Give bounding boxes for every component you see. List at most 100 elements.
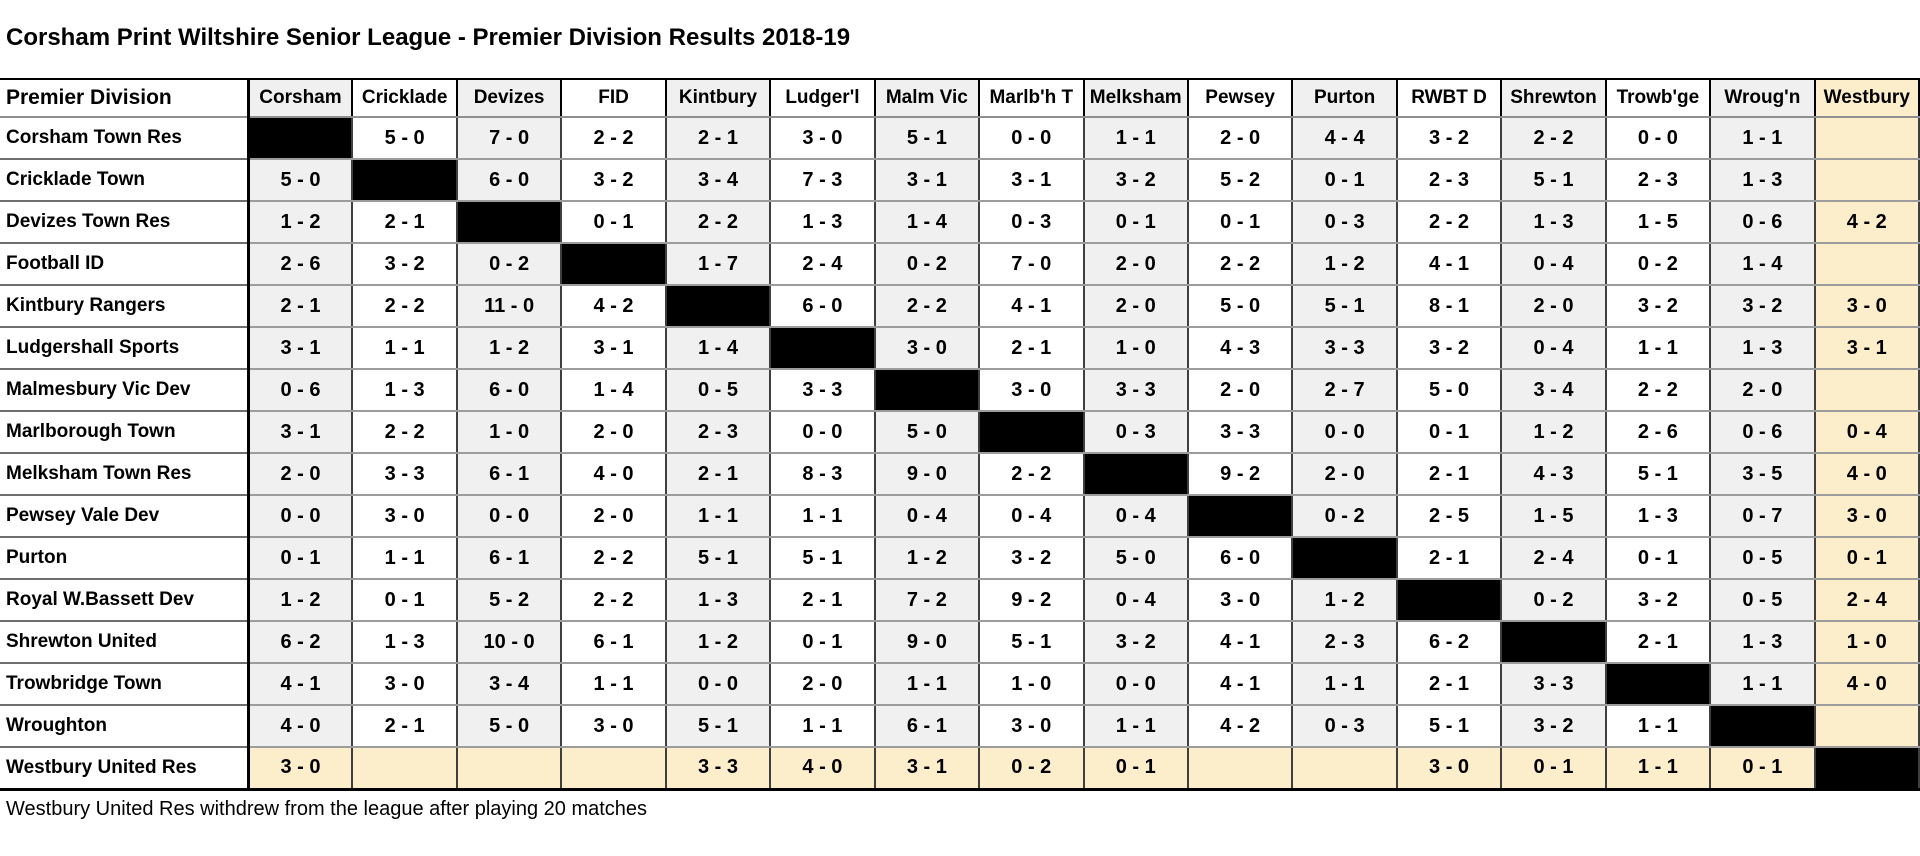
- score-cell: 2 - 6: [1604, 410, 1712, 454]
- score-cell: 2 - 3: [664, 410, 772, 454]
- diagonal-cell: [978, 410, 1085, 454]
- table-body: Corsham Town Res 5 - 0 7 - 0 2 - 2 2 - 1 3 - …: [0, 116, 1920, 791]
- score-cell: 2 - 7: [1291, 368, 1398, 412]
- column-header-devizes: Devizes: [455, 78, 563, 118]
- score-cell: 7 - 0: [978, 242, 1085, 286]
- score-cell: 0 - 4: [873, 494, 981, 538]
- score-cell: 2 - 0: [560, 494, 667, 538]
- score-cell: 3 - 0: [1186, 578, 1294, 622]
- score-cell: 2 - 0: [769, 662, 876, 706]
- score-cell: 9 - 2: [978, 578, 1085, 622]
- score-cell: 0 - 1: [1395, 410, 1503, 454]
- score-cell: 2 - 1: [1395, 452, 1503, 496]
- score-cell: 3 - 1: [246, 326, 354, 370]
- score-cell: 3 - 0: [1395, 746, 1503, 791]
- score-cell: 6 - 0: [455, 158, 563, 202]
- score-cell: 0 - 6: [246, 368, 354, 412]
- score-cell: 0 - 1: [1709, 746, 1816, 791]
- empty-cell: [1186, 746, 1294, 791]
- score-cell: 3 - 5: [1709, 452, 1816, 496]
- score-cell: 0 - 0: [455, 494, 563, 538]
- diagonal-cell: [1291, 536, 1398, 580]
- score-cell: 2 - 3: [1395, 158, 1503, 202]
- score-cell: 5 - 1: [1604, 452, 1712, 496]
- column-header-melksham: Melksham: [1082, 78, 1189, 118]
- score-cell: 1 - 0: [455, 410, 563, 454]
- score-cell: 0 - 5: [1709, 578, 1816, 622]
- score-cell: 5 - 2: [455, 578, 563, 622]
- row-label-malmesbury-vic-dev: Malmesbury Vic Dev: [0, 368, 250, 412]
- score-cell: 1 - 5: [1500, 494, 1607, 538]
- column-header-shrewton: Shrewton: [1500, 78, 1607, 118]
- score-cell: 0 - 5: [664, 368, 772, 412]
- score-cell: 4 - 1: [1186, 620, 1294, 664]
- row-label-pewsey-vale-dev: Pewsey Vale Dev: [0, 494, 250, 538]
- column-header-malm-vic: Malm Vic: [873, 78, 981, 118]
- score-cell: 1 - 1: [769, 704, 876, 748]
- score-cell: 0 - 6: [1709, 410, 1816, 454]
- score-cell: 1 - 1: [1291, 662, 1398, 706]
- score-cell: 1 - 3: [1500, 200, 1607, 244]
- score-cell: 2 - 0: [246, 452, 354, 496]
- score-cell: 3 - 3: [1291, 326, 1398, 370]
- empty-cell: [1813, 704, 1920, 748]
- score-cell: 0 - 2: [1500, 578, 1607, 622]
- header-row: Premier Division Corsham Cricklade Devizes…: [0, 78, 1920, 118]
- score-cell: 10 - 0: [455, 620, 563, 664]
- score-cell: 3 - 1: [978, 158, 1085, 202]
- score-cell: 1 - 2: [1291, 242, 1398, 286]
- score-cell: 5 - 1: [978, 620, 1085, 664]
- score-cell: 3 - 1: [873, 746, 981, 791]
- score-cell: 0 - 0: [1082, 662, 1189, 706]
- score-cell: 2 - 2: [1604, 368, 1712, 412]
- score-cell: 3 - 3: [1186, 410, 1294, 454]
- score-cell: 4 - 0: [560, 452, 667, 496]
- score-cell: 3 - 2: [1082, 620, 1189, 664]
- column-header-wroug-n: Wroug'n: [1709, 78, 1816, 118]
- score-cell: 1 - 3: [1709, 158, 1816, 202]
- score-cell: 0 - 0: [664, 662, 772, 706]
- footnote: Westbury United Res withdrew from the le…: [6, 797, 648, 820]
- score-cell: 1 - 1: [560, 662, 667, 706]
- score-cell: 5 - 0: [873, 410, 981, 454]
- score-cell: 3 - 0: [1813, 284, 1920, 328]
- score-cell: 1 - 2: [246, 200, 354, 244]
- score-cell: 1 - 1: [1604, 704, 1712, 748]
- score-cell: 2 - 0: [1082, 284, 1189, 328]
- score-cell: 0 - 1: [1082, 746, 1189, 791]
- row-label-trowbridge-town: Trowbridge Town: [0, 662, 250, 706]
- corner-header: Premier Division: [0, 78, 250, 118]
- score-cell: 6 - 0: [1186, 536, 1294, 580]
- empty-cell: [1291, 746, 1398, 791]
- score-cell: 3 - 4: [455, 662, 563, 706]
- score-cell: 1 - 3: [1709, 620, 1816, 664]
- score-cell: 3 - 0: [560, 704, 667, 748]
- diagonal-cell: [769, 326, 876, 370]
- score-cell: 0 - 1: [769, 620, 876, 664]
- score-cell: 0 - 2: [873, 242, 981, 286]
- score-cell: 0 - 1: [246, 536, 354, 580]
- score-cell: 0 - 3: [1291, 704, 1398, 748]
- score-cell: 6 - 1: [560, 620, 667, 664]
- score-cell: 9 - 0: [873, 452, 981, 496]
- score-cell: 0 - 0: [246, 494, 354, 538]
- score-cell: 3 - 2: [560, 158, 667, 202]
- row-label-cricklade-town: Cricklade Town: [0, 158, 250, 202]
- score-cell: 0 - 4: [1082, 578, 1189, 622]
- diagonal-cell: [1082, 452, 1189, 496]
- score-cell: 1 - 7: [664, 242, 772, 286]
- score-cell: 5 - 2: [1186, 158, 1294, 202]
- score-cell: 2 - 0: [560, 410, 667, 454]
- diagonal-cell: [873, 368, 981, 412]
- score-cell: 0 - 2: [1291, 494, 1398, 538]
- row-label-corsham-town-res: Corsham Town Res: [0, 116, 250, 160]
- score-cell: 1 - 1: [769, 494, 876, 538]
- diagonal-cell: [455, 200, 563, 244]
- score-cell: 3 - 2: [1082, 158, 1189, 202]
- score-cell: 6 - 2: [246, 620, 354, 664]
